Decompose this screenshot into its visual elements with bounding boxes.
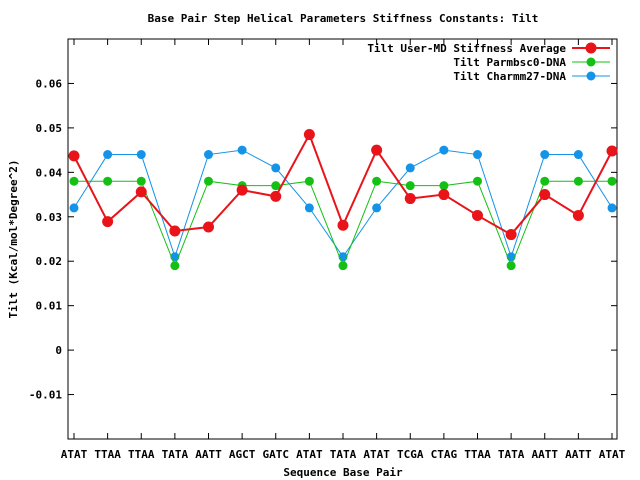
data-point (103, 150, 113, 160)
series-line (73, 132, 613, 236)
y-tick-label: 0.03 (36, 211, 63, 224)
data-point (236, 184, 248, 196)
x-tick-label: CTAG (431, 448, 458, 461)
x-tick-label: ATAT (599, 448, 626, 461)
data-point (169, 225, 181, 237)
legend-marker (585, 42, 597, 54)
x-tick-label: TATA (498, 448, 525, 461)
series-line (73, 149, 613, 259)
data-point (135, 186, 147, 198)
x-axis: ATAT TTAA TTAA TATA AATT AGCT GATC ATAT TATA ATAT… (61, 39, 626, 461)
data-point (69, 176, 79, 186)
data-point (204, 176, 213, 186)
x-tick-label: AGCT (229, 448, 256, 461)
data-point (505, 229, 517, 241)
data-point (170, 261, 180, 271)
plot-frame (67, 38, 618, 440)
y-tick-label: 0.06 (36, 77, 63, 90)
data-point (204, 150, 213, 160)
series-1 (68, 129, 618, 241)
x-tick-label: AATT (195, 448, 222, 461)
data-point (271, 163, 281, 173)
data-point (607, 203, 617, 213)
x-axis-title: Sequence Base Pair (283, 466, 403, 479)
x-tick-label: AATT (532, 448, 559, 461)
x-tick-label: AATT (565, 448, 592, 461)
data-point (405, 181, 415, 191)
series-layer (68, 129, 618, 271)
x-tick-label: TTAA (464, 448, 491, 461)
data-point (102, 216, 114, 228)
data-point (270, 190, 282, 202)
data-point (371, 144, 383, 156)
data-point (337, 219, 349, 231)
x-tick-label: TATA (162, 448, 189, 461)
x-tick-label: TTAA (94, 448, 121, 461)
x-tick-label: TTAA (128, 448, 155, 461)
x-tick-label: ATAT (61, 448, 88, 461)
legend-marker (586, 57, 596, 67)
x-tick-label: ATAT (363, 448, 390, 461)
data-point (303, 129, 315, 141)
legend-label: Tilt Charmm27-DNA (453, 70, 566, 83)
data-point (473, 150, 482, 160)
data-point (606, 145, 618, 157)
y-tick-label: 0.05 (36, 122, 63, 135)
series-2 (69, 176, 617, 271)
x-tick-label: TATA (330, 448, 357, 461)
y-axis-title: Tilt (Kcal/mol*Degree^2) (7, 160, 20, 319)
data-point (136, 150, 146, 160)
x-tick-label: TCGA (397, 448, 424, 461)
legend-label: Tilt User-MD Stiffness Average (367, 42, 566, 55)
data-point (338, 261, 348, 271)
data-point (304, 176, 314, 186)
data-point (439, 181, 449, 191)
data-point (506, 261, 516, 271)
data-point (607, 176, 617, 186)
data-point (372, 203, 382, 213)
y-tick-label: 0 (55, 344, 62, 357)
x-tick-label: ATAT (296, 448, 323, 461)
data-point (372, 176, 382, 186)
data-point (573, 150, 583, 160)
data-point (473, 176, 482, 186)
y-tick-label: 0.01 (36, 300, 63, 313)
data-point (103, 176, 113, 186)
y-tick-label: 0.02 (36, 255, 63, 268)
data-point (439, 145, 449, 155)
data-point (472, 209, 483, 221)
y-axis: -0.01 0 0.01 0.02 0.03 0.04 0.05 0.06 (29, 77, 617, 402)
data-point (572, 209, 584, 221)
y-tick-label: 0.04 (36, 166, 63, 179)
data-point (203, 221, 214, 233)
data-point (304, 203, 314, 213)
y-tick-label: -0.01 (29, 389, 62, 402)
data-point (540, 150, 550, 160)
data-point (540, 176, 550, 186)
data-point (438, 189, 450, 201)
data-point (573, 176, 583, 186)
data-point (69, 203, 79, 213)
data-point (405, 163, 415, 173)
data-point (237, 145, 247, 155)
data-point (404, 193, 416, 205)
data-point (539, 189, 551, 201)
data-point (136, 176, 146, 186)
chart-title: Base Pair Step Helical Parameters Stiffn… (148, 12, 539, 25)
legend-label: Tilt Parmbsc0-DNA (453, 56, 566, 69)
legend-marker (586, 71, 596, 81)
data-point (271, 181, 281, 191)
x-tick-label: GATC (263, 448, 290, 461)
data-point (68, 150, 80, 162)
